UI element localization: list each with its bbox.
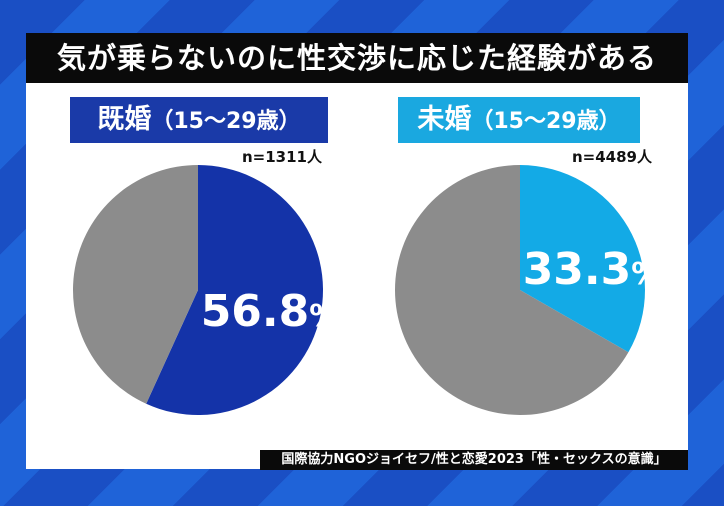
data-label: 33.3% <box>523 244 662 295</box>
chart-title: 気が乗らないのに性交渉に応じた経験がある <box>26 33 688 83</box>
married-age: （15〜29歳） <box>151 109 301 134</box>
unmarried-sample-size: n=4489人 <box>572 148 652 166</box>
pie-slice-yes <box>146 165 323 415</box>
data-label: 56.8% <box>201 286 340 337</box>
source-caption: 国際協力NGOジョイセフ/性と恋愛2023「性・セックスの意識」 <box>260 450 688 470</box>
unmarried-header: 未婚（15〜29歳） <box>398 97 640 143</box>
married-label: 既婚 <box>97 104 152 135</box>
pie-slice-other <box>394 165 629 415</box>
unmarried-age: （15〜29歳） <box>471 109 621 134</box>
married-header: 既婚（15〜29歳） <box>70 97 328 143</box>
pie-slice-other <box>72 165 198 404</box>
unmarried-label: 未婚 <box>417 104 472 135</box>
pie-slice-yes <box>520 165 645 353</box>
married-sample-size: n=1311人 <box>242 148 322 166</box>
